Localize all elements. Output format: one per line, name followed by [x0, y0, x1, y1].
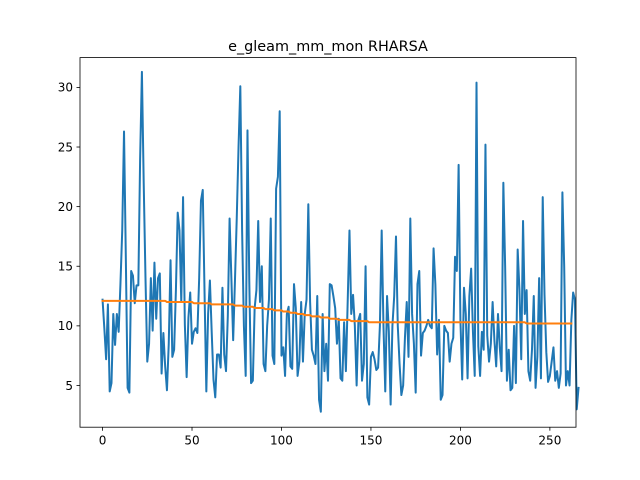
x-tick-label: 150: [359, 434, 382, 448]
y-axis: 5 10 15 20 25 30: [58, 81, 80, 393]
x-tick-label: 250: [538, 434, 561, 448]
x-tick-label: 100: [270, 434, 293, 448]
y-tick-label: 10: [58, 319, 73, 333]
x-tick-label: 50: [184, 434, 199, 448]
x-axis: 0 50 100 150 200 250: [99, 427, 561, 448]
plot-frame: [79, 57, 577, 428]
chart-title: e_gleam_mm_mon RHARSA: [228, 39, 428, 55]
y-tick-label: 5: [65, 379, 73, 393]
y-tick-label: 20: [58, 200, 73, 214]
y-tick-label: 30: [58, 81, 73, 95]
series-layer: [101, 70, 580, 413]
series-line-1: [101, 70, 580, 413]
series-line-2: [101, 299, 573, 325]
y-tick-label: 25: [58, 140, 73, 154]
y-tick-label: 15: [58, 260, 73, 274]
x-tick-label: 0: [99, 434, 107, 448]
x-tick-label: 200: [449, 434, 472, 448]
